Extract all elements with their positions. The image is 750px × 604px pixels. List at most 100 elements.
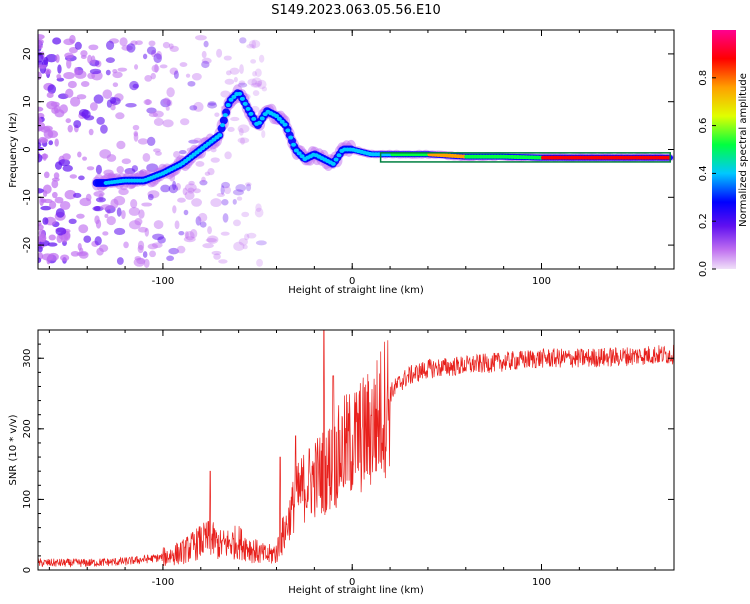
speckle (146, 107, 157, 114)
snr-line (38, 330, 674, 568)
ridge-core (330, 161, 336, 166)
speckle (128, 220, 141, 230)
speckle (58, 159, 71, 167)
speckle (142, 251, 148, 258)
speckle (123, 241, 129, 249)
speckle (59, 200, 71, 210)
speckle (99, 244, 109, 252)
speckle (128, 207, 140, 216)
speckle (147, 193, 154, 201)
colorbar-scale (712, 30, 736, 269)
speckle (94, 215, 100, 225)
speckle (113, 227, 126, 236)
speckle (184, 231, 189, 239)
speckle (224, 186, 232, 195)
speckle (207, 167, 215, 176)
speckle (251, 40, 257, 50)
speckle (106, 99, 112, 108)
ridge-core (220, 123, 226, 128)
ridge-core (336, 153, 342, 158)
speckle (63, 71, 75, 80)
speckle (82, 156, 87, 161)
ridge-core (217, 133, 223, 138)
speckle (172, 205, 177, 214)
speckle (100, 124, 108, 134)
speckle (254, 207, 264, 218)
speckle (248, 39, 261, 49)
speckle (40, 138, 49, 143)
speckle (121, 158, 131, 165)
speckle (143, 99, 153, 105)
ridge-core (228, 97, 234, 102)
y-tick-label: 20 (22, 48, 33, 61)
speckle (232, 198, 237, 205)
speckle (42, 190, 48, 197)
y-tick-label: 100 (22, 490, 33, 509)
speckle (237, 137, 250, 144)
speckle (210, 198, 222, 208)
speckle (239, 37, 247, 44)
speckle (141, 202, 153, 207)
speckle (88, 44, 99, 51)
speckle (191, 198, 203, 207)
ridge-core (239, 96, 245, 101)
y-tick-label: 10 (22, 95, 33, 108)
colorbar-tick-label: 0.6 (698, 118, 709, 134)
speckle (51, 179, 59, 189)
ridge-core (276, 116, 282, 121)
speckle (155, 151, 162, 156)
speckle (38, 106, 44, 112)
speckle (116, 166, 124, 174)
speckle (64, 189, 77, 200)
speckle (110, 104, 116, 111)
colorbar-tick-label: 0.2 (698, 213, 709, 229)
colorbar-tick-label: 0.8 (698, 70, 709, 86)
speckle (252, 90, 260, 97)
speckle (221, 199, 229, 206)
speckle (258, 54, 265, 63)
speckle (173, 70, 179, 79)
speckle (207, 102, 218, 109)
ridge-core (251, 116, 257, 121)
ridge-core (248, 111, 254, 116)
speckle (78, 175, 85, 181)
speckle (246, 232, 257, 239)
speckle (68, 46, 78, 54)
speckle (256, 258, 263, 267)
speckle (178, 150, 187, 155)
speckle (202, 243, 214, 249)
speckle (254, 68, 262, 77)
speckle (143, 258, 150, 269)
speckle (238, 127, 244, 136)
speckle (157, 236, 166, 244)
speckle (220, 185, 225, 195)
speckle (230, 116, 240, 122)
speckle (168, 184, 178, 194)
speckle (40, 205, 52, 211)
speckle (148, 40, 156, 47)
speckle (180, 118, 190, 126)
speckle (246, 44, 255, 49)
speckle (254, 80, 263, 87)
ridge-band (219, 116, 228, 125)
ridge-core (299, 154, 305, 159)
speckle (73, 67, 79, 75)
speckle (227, 126, 235, 133)
snr-panel: -100 0 100 0 100 200 300 Height of straight l… (8, 329, 675, 596)
speckle (42, 153, 47, 161)
snr-y-label: SNR (10 * v/v) (8, 414, 19, 485)
speckle (43, 129, 54, 139)
speckle (203, 40, 209, 48)
speckle (153, 53, 162, 64)
ridge-core (237, 91, 243, 96)
snr-frame (37, 329, 675, 571)
speckle (55, 227, 67, 236)
speckle (132, 83, 139, 89)
speckle (93, 205, 101, 211)
speckle (64, 52, 74, 59)
speckle (65, 118, 72, 124)
speckle (153, 148, 161, 153)
speckle (179, 62, 188, 67)
